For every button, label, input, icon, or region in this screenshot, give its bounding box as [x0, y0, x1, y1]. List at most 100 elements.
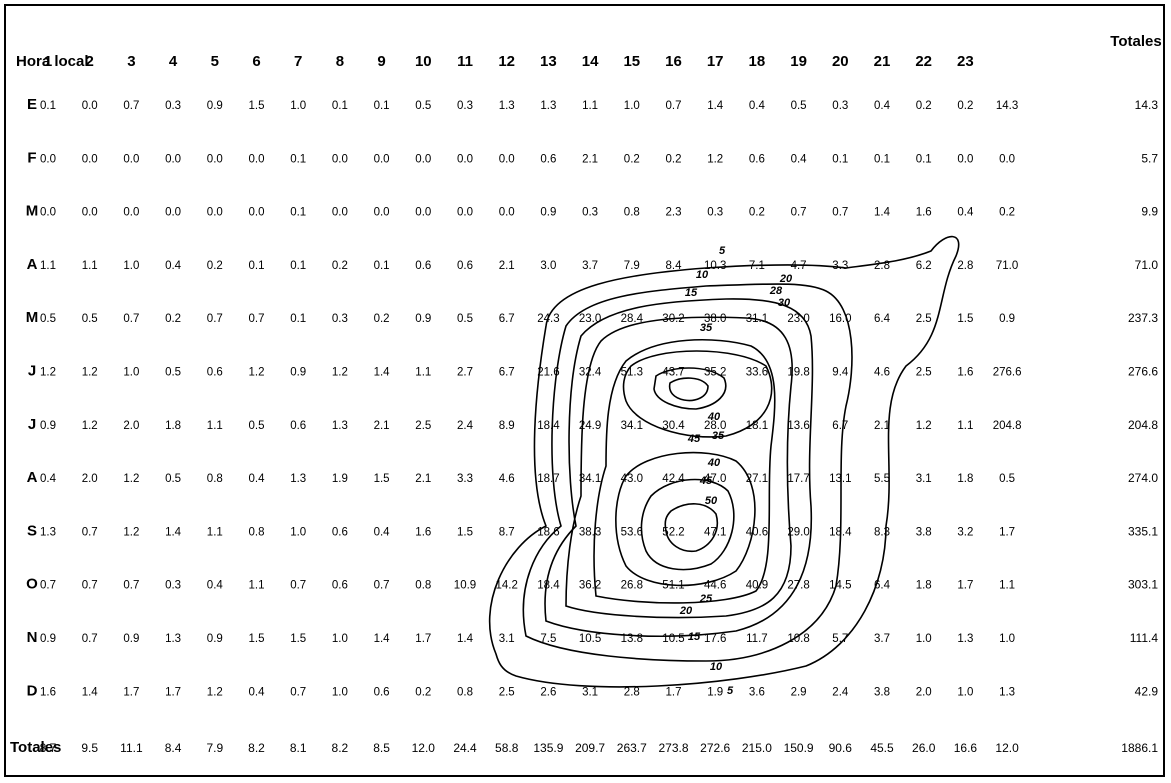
cell-value: 1.4: [82, 686, 99, 698]
cell-value: 0.0: [82, 207, 98, 219]
hour-header: 18: [749, 53, 766, 70]
cell-value: 1.4: [165, 526, 182, 538]
cell-value: 1.1: [40, 260, 56, 272]
cell-value: 0.1: [290, 153, 306, 165]
cell-value: 0.5: [415, 100, 431, 112]
cell-value: 2.5: [415, 420, 431, 432]
cell-value: 0.6: [749, 153, 765, 165]
cell-value: 2.1: [374, 420, 390, 432]
cell-value: 1.1: [82, 260, 98, 272]
cell-value: 6.7: [499, 313, 515, 325]
cell-value: 18.6: [537, 526, 559, 538]
cell-value: 40.6: [746, 526, 768, 538]
isoline-15: [544, 298, 814, 638]
cell-value: 0.7: [82, 580, 98, 592]
isoline-45b: [640, 478, 735, 571]
totals-header: Totales: [1110, 33, 1161, 50]
cell-value: 7.5: [540, 633, 556, 645]
cell-value: 0.1: [874, 153, 890, 165]
cell-value: 1.6: [957, 367, 973, 379]
month-label: O: [26, 576, 38, 593]
cell-value: 14.5: [829, 580, 851, 592]
cell-value: 0.0: [499, 207, 515, 219]
cell-value: 6.4: [874, 580, 891, 592]
isoline-45: [668, 377, 709, 402]
cell-value: 0.4: [165, 260, 182, 272]
column-total: 12.0: [995, 741, 1019, 755]
cell-value: 0.2: [374, 313, 390, 325]
cell-value: 0.2: [957, 100, 973, 112]
column-total: 9.5: [81, 741, 98, 755]
cell-value: 10.9: [454, 580, 476, 592]
cell-value: 1.0: [290, 526, 306, 538]
cell-value: 1.1: [999, 580, 1015, 592]
cell-value: 13.1: [829, 473, 851, 485]
cell-value: 0.2: [165, 313, 181, 325]
cell-value: 0.8: [457, 686, 473, 698]
hour-header: 11: [457, 53, 473, 70]
cell-value: 0.0: [332, 207, 348, 219]
corner-label: Hora local: [16, 53, 89, 70]
cell-value: 1.3: [332, 420, 348, 432]
cell-value: 1.2: [207, 686, 223, 698]
cell-value: 0.0: [499, 153, 515, 165]
cell-value: 0.4: [249, 473, 266, 485]
cell-value: 18.4: [537, 420, 560, 432]
cell-value: 0.9: [540, 207, 556, 219]
hour-header: 1: [44, 53, 52, 70]
contour-level-label: 40: [707, 457, 721, 469]
cell-value: 10.3: [704, 260, 726, 272]
column-total: 12.0: [412, 741, 436, 755]
cell-value: 0.0: [40, 153, 56, 165]
cell-value: 0.4: [874, 100, 891, 112]
cell-value: 21.6: [537, 367, 559, 379]
cell-value: 1.3: [290, 473, 306, 485]
isoline-50: [664, 503, 718, 553]
column-total: 8.5: [373, 741, 390, 755]
month-label: A: [27, 256, 38, 273]
cell-value: 8.4: [666, 260, 683, 272]
cell-value: 0.9: [415, 313, 431, 325]
grand-total: 1886.1: [1121, 741, 1158, 755]
cell-value: 0.0: [957, 153, 973, 165]
cell-value: 0.8: [207, 473, 223, 485]
cell-value: 0.2: [207, 260, 223, 272]
cell-value: 0.5: [165, 367, 181, 379]
cell-value: 0.2: [415, 686, 431, 698]
cell-value: 31.1: [746, 313, 768, 325]
row-total: 303.1: [1128, 578, 1158, 592]
cell-value: 0.9: [40, 420, 56, 432]
cell-value: 71.0: [996, 260, 1018, 272]
cell-value: 0.0: [123, 207, 139, 219]
cell-value: 0.3: [457, 100, 473, 112]
cell-value: 1.0: [332, 686, 348, 698]
row-total: 204.8: [1128, 418, 1158, 432]
contour-level-label: 30: [778, 297, 791, 309]
cell-value: 1.0: [332, 633, 348, 645]
cell-value: 2.8: [624, 686, 640, 698]
cell-value: 0.4: [40, 473, 57, 485]
cell-value: 0.6: [207, 367, 223, 379]
cell-value: 3.1: [582, 686, 598, 698]
row-total: 335.1: [1128, 524, 1158, 538]
hour-header: 3: [127, 53, 135, 70]
cell-value: 4.6: [874, 367, 890, 379]
cell-value: 1.6: [916, 207, 932, 219]
cell-value: 2.5: [916, 367, 932, 379]
cell-value: 18.4: [537, 580, 560, 592]
column-total: 58.8: [495, 741, 519, 755]
cell-value: 0.8: [249, 526, 265, 538]
cell-value: 10.5: [579, 633, 601, 645]
hour-header: 6: [252, 53, 260, 70]
cell-value: 0.0: [374, 207, 390, 219]
cell-value: 1.5: [374, 473, 390, 485]
contour-level-label: 10: [696, 269, 709, 281]
cell-value: 0.2: [999, 207, 1015, 219]
cell-value: 38.0: [704, 313, 726, 325]
cell-value: 0.3: [707, 207, 723, 219]
cell-value: 1.6: [415, 526, 431, 538]
cell-value: 53.6: [621, 526, 643, 538]
cell-value: 34.1: [621, 420, 643, 432]
cell-value: 0.6: [332, 580, 348, 592]
